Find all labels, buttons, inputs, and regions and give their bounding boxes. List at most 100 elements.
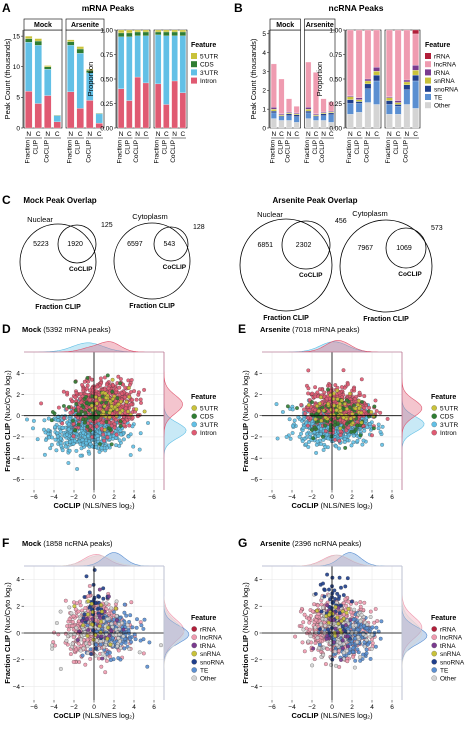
a-prop-bar-5-utr-3 (142, 29, 149, 33)
b-count-bar-other-4 (305, 118, 312, 129)
e-point-3-utr (362, 428, 367, 433)
b-count-bar-other-1 (278, 120, 285, 129)
a-legend-label-5-utr: 5'UTR (200, 54, 219, 61)
f-point-te (130, 625, 135, 630)
b-count-bar-te-5 (313, 116, 319, 121)
b-count-subgroup-label-0-0-1: CLIP (277, 140, 284, 154)
d-point-cds (118, 419, 123, 424)
d-point-intron (114, 387, 119, 392)
g-point-snorna (345, 576, 350, 581)
g-ylabel-rest: (Nuc/Cyto log₂) (241, 582, 250, 633)
g-point-trna (346, 644, 350, 649)
e-x-tick-label-0: −6 (268, 494, 276, 501)
c-title-1: Arsenite Peak Overlap (273, 196, 358, 205)
d-x-tick-label-4: 2 (112, 494, 116, 501)
e-x-tick-label-4: 2 (350, 494, 354, 501)
f-point-lncrna (66, 627, 71, 632)
b-prop-bar-lncrna-4 (386, 29, 393, 97)
e-point-intron (345, 382, 350, 387)
e-point-cds (314, 412, 319, 416)
g-point-lncrna (307, 620, 312, 625)
f-point-snrna (85, 633, 90, 638)
g-y-tick-label-3: 2 (254, 604, 258, 611)
b-count-strip-mock (269, 18, 301, 31)
a-count-bar-label-1: C (36, 131, 41, 138)
b-prop-bar-label-3: C (374, 131, 379, 138)
e-point-cds (312, 425, 317, 430)
e-point-5-utr (357, 406, 362, 411)
b-prop-bar-te-2 (364, 88, 372, 103)
d-point-3-utr (53, 425, 57, 429)
f-point-snrna (89, 601, 94, 606)
d-point-intron (142, 387, 147, 392)
e-point-cds (309, 427, 314, 432)
f-point-lncrna (78, 603, 83, 608)
f-x-tick-label-4: 2 (112, 704, 116, 711)
d-legend-title: Feature (191, 394, 216, 401)
g-point-snrna (340, 609, 345, 614)
f-point-snorna (101, 586, 106, 591)
e-point-5-utr (334, 408, 339, 413)
g-legend-key-other (431, 675, 437, 681)
e-legend-label-5-utr: 5'UTR (440, 406, 459, 413)
b-count-y-tick-label-5: 5 (262, 31, 266, 38)
f-point-other (82, 630, 87, 635)
e-point-cds (367, 414, 372, 419)
b-prop-subgroup-label-1-0-1: CLIP (393, 140, 400, 154)
e-point-3-utr (280, 410, 285, 414)
d-point-cds (81, 405, 86, 410)
e-x-tick-label-1: −4 (288, 494, 296, 501)
b-count-bar-other-6 (320, 120, 327, 129)
a-prop-bar-cds-0 (118, 32, 125, 37)
a-prop-bar-intron-3 (142, 82, 149, 129)
d-point-intron (68, 410, 73, 415)
e-point-3-utr (316, 433, 321, 438)
d-point-3-utr (75, 467, 80, 471)
g-point-snorna (318, 627, 322, 632)
d-point-intron (74, 391, 79, 396)
f-point-snrna (97, 624, 102, 628)
f-point-other (109, 606, 114, 611)
b-prop-bar-other-0 (347, 114, 354, 129)
a-prop-bar-5-utr-7 (179, 29, 186, 33)
a-count-bar-label-5: C (78, 131, 83, 138)
g-point-other (368, 615, 373, 619)
d-point-3-utr (66, 427, 71, 432)
e-point-5-utr (353, 406, 358, 411)
e-density-top-intron (262, 340, 402, 353)
f-point-snrna (113, 606, 118, 611)
a-count-bar-cds-5 (76, 48, 84, 54)
e-point-3-utr (314, 442, 319, 447)
b-count-bar-lncrna-5 (313, 72, 319, 114)
e-point-3-utr (274, 402, 279, 407)
e-point-5-utr (335, 397, 340, 402)
c-1-1-small-circle (385, 227, 427, 269)
d-point-5-utr (98, 397, 103, 402)
d-point-cds (85, 375, 90, 380)
d-point-intron (129, 402, 134, 407)
g-point-lncrna (362, 600, 367, 605)
b-legend-key-trna (425, 69, 431, 76)
g-point-snorna (321, 581, 325, 586)
a-prop-y-tick-label-1: 0.25 (100, 101, 113, 108)
f-point-lncrna (76, 609, 81, 614)
e-point-5-utr (306, 403, 311, 408)
f-point-other (85, 651, 90, 656)
d-point-cds (98, 442, 102, 446)
b-count-bar-lncrna-3 (293, 106, 300, 114)
d-point-intron (122, 423, 126, 428)
b-prop-frame-mock (345, 29, 382, 129)
f-point-snrna (99, 603, 104, 607)
a-prop-bar-intron-0 (118, 88, 125, 129)
g-point-other (356, 635, 361, 640)
f-y-tick-label-1: −2 (13, 657, 21, 664)
g-point-other (308, 634, 313, 639)
f-point-other (125, 623, 130, 627)
c-title-0: Mock Peak Overlap (23, 196, 96, 205)
c-0-1-small-label: CoCLIP (163, 264, 187, 271)
f-legend-label-snorna: snoRNA (200, 659, 225, 666)
e-point-cds (360, 400, 364, 404)
a-prop-subgroup-label-0-0-1: CLIP (125, 140, 132, 154)
f-point-snrna (108, 642, 113, 647)
g-legend-label-trna: tRNA (440, 643, 456, 650)
